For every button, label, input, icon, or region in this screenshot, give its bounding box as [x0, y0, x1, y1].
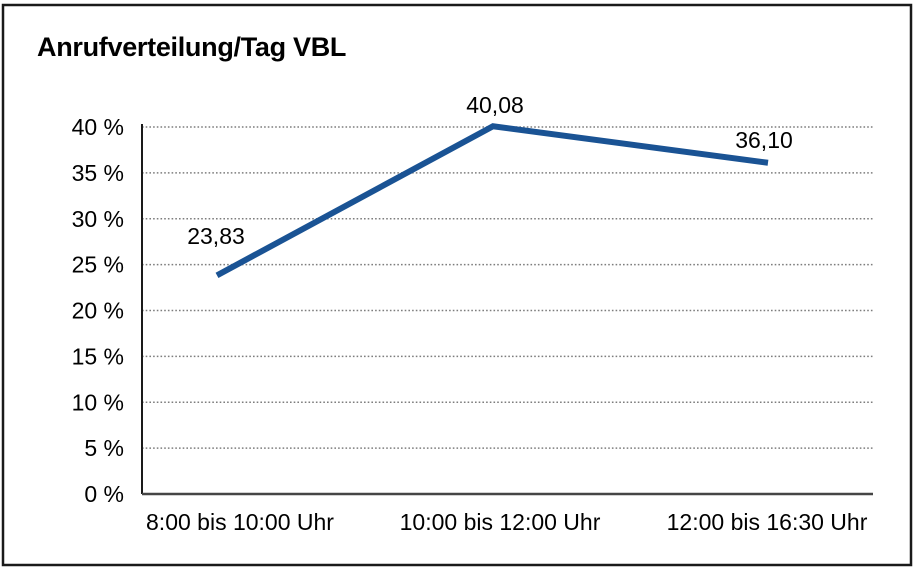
x-category-label: 10:00 bis 12:00 Uhr — [400, 509, 601, 535]
data-point-label: 40,08 — [466, 92, 524, 118]
y-tick-label: 15 % — [72, 343, 124, 369]
chart-title: Anrufverteilung/Tag VBL — [37, 32, 347, 62]
data-line — [215, 123, 769, 278]
x-category-label: 12:00 bis 16:30 Uhr — [667, 509, 868, 535]
y-tick-label: 35 % — [72, 160, 124, 186]
y-tick-label: 20 % — [72, 298, 124, 324]
chart-border — [1, 3, 913, 567]
y-tick-label: 5 % — [84, 435, 124, 461]
y-tick-label: 0 % — [84, 481, 124, 507]
data-point-label: 23,83 — [187, 223, 245, 249]
y-tick-label: 25 % — [72, 252, 124, 278]
x-category-label: 8:00 bis 10:00 Uhr — [146, 509, 334, 535]
y-tick-label: 10 % — [72, 389, 124, 415]
y-tick-label: 40 % — [72, 114, 124, 140]
data-point-label: 36,10 — [735, 127, 793, 153]
y-tick-label: 30 % — [72, 206, 124, 232]
